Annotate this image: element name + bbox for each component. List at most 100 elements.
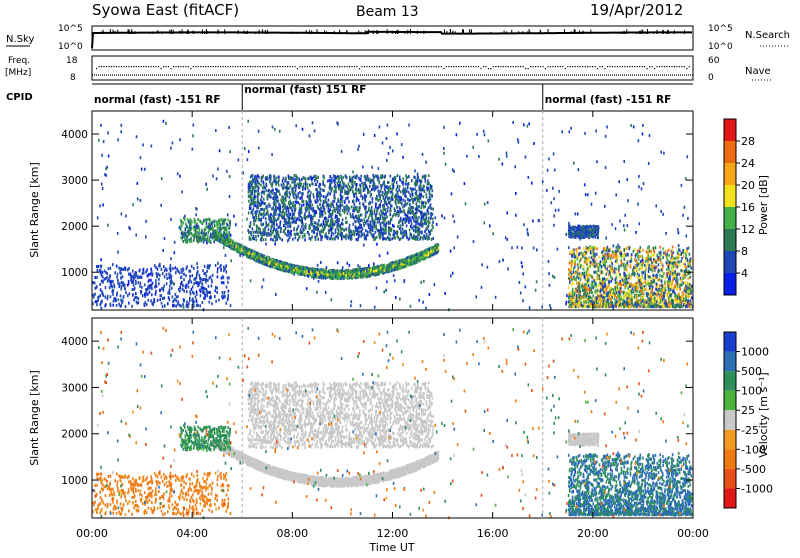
power-cell <box>270 213 272 216</box>
freq-point <box>260 66 261 67</box>
power-cell <box>335 214 337 217</box>
power-cell <box>342 176 344 179</box>
power-cell <box>315 270 317 273</box>
power-cell <box>325 212 327 215</box>
power-cell <box>342 209 344 212</box>
power-cell <box>275 178 277 181</box>
power-cell <box>405 183 407 186</box>
freq-point <box>632 66 633 67</box>
power-cell <box>269 180 271 183</box>
power-cell <box>349 185 351 188</box>
power-cell <box>385 190 387 193</box>
freq-point <box>126 66 127 67</box>
freq-point <box>220 66 221 67</box>
power-cell <box>246 247 248 250</box>
freq-point <box>580 66 581 67</box>
power-cell <box>405 195 407 198</box>
power-cell <box>282 179 284 182</box>
power-cell <box>427 179 429 182</box>
power-cell <box>300 273 302 276</box>
power-cell <box>416 220 418 223</box>
power-cell <box>295 221 297 224</box>
power-cell <box>419 192 421 195</box>
power-cell <box>321 215 323 218</box>
freq-point <box>265 66 266 67</box>
nsky-line <box>92 32 692 48</box>
power-cell <box>385 208 387 211</box>
freq-point <box>128 66 129 67</box>
power-cell <box>289 191 291 194</box>
freq-point <box>222 66 223 67</box>
power-cell <box>416 226 418 229</box>
power-cell <box>268 205 270 208</box>
power-cell <box>418 216 420 219</box>
power-cell <box>399 185 401 188</box>
power-cell <box>257 231 259 234</box>
power-cell <box>390 187 392 190</box>
power-cell <box>324 234 326 237</box>
power-cell <box>328 199 330 202</box>
freq-point <box>659 66 660 67</box>
freq-label: Freq. <box>8 56 30 66</box>
power-cell <box>307 177 309 180</box>
power-cell <box>367 234 369 237</box>
power-cell <box>431 229 433 232</box>
freq-point <box>570 66 571 67</box>
power-cell <box>323 195 325 198</box>
power-cell <box>347 212 349 215</box>
power-cell <box>251 211 253 214</box>
freq-point <box>354 66 355 67</box>
power-cell <box>329 208 331 211</box>
power-cell <box>263 209 265 212</box>
power-cell <box>317 268 319 271</box>
power-cell <box>403 218 405 221</box>
freq-point <box>359 68 360 69</box>
power-cell <box>279 207 281 210</box>
freq-point <box>503 66 504 67</box>
freq-point <box>227 66 228 67</box>
power-cell <box>369 271 371 274</box>
power-cell <box>386 215 388 218</box>
power-cell <box>261 179 263 182</box>
power-cell <box>268 228 270 231</box>
power-cell <box>347 276 349 279</box>
power-cell <box>385 228 387 231</box>
power-cell <box>276 260 278 263</box>
power-cell <box>276 223 278 226</box>
power-cell <box>331 187 333 190</box>
power-cell <box>428 248 430 251</box>
power-cell <box>285 221 287 224</box>
power-cell <box>432 189 434 192</box>
power-cell <box>240 244 242 247</box>
power-cell <box>375 203 377 206</box>
power-cell <box>374 209 376 212</box>
power-cell <box>377 217 379 220</box>
power-cell <box>348 227 350 230</box>
power-cell <box>258 206 260 209</box>
power-cell <box>305 177 307 180</box>
power-cell <box>257 193 259 196</box>
power-cell <box>428 206 430 209</box>
freq-point <box>113 66 114 67</box>
power-cell <box>287 195 289 198</box>
power-cell <box>301 195 303 198</box>
power-cell <box>345 228 347 231</box>
power-cell <box>394 195 396 198</box>
power-cell <box>255 190 257 193</box>
power-cell <box>289 186 291 189</box>
freq-point <box>160 68 161 69</box>
power-cell <box>403 266 405 269</box>
power-cell <box>385 212 387 215</box>
power-cell <box>279 225 281 228</box>
power-cell <box>255 178 257 181</box>
power-cell <box>333 233 335 236</box>
power-cell <box>261 235 263 238</box>
freq-point <box>292 66 293 67</box>
power-cell <box>311 218 313 221</box>
power-cell <box>248 191 250 194</box>
power-cell <box>341 195 343 198</box>
power-cell <box>342 227 344 230</box>
freq-point <box>408 66 409 67</box>
